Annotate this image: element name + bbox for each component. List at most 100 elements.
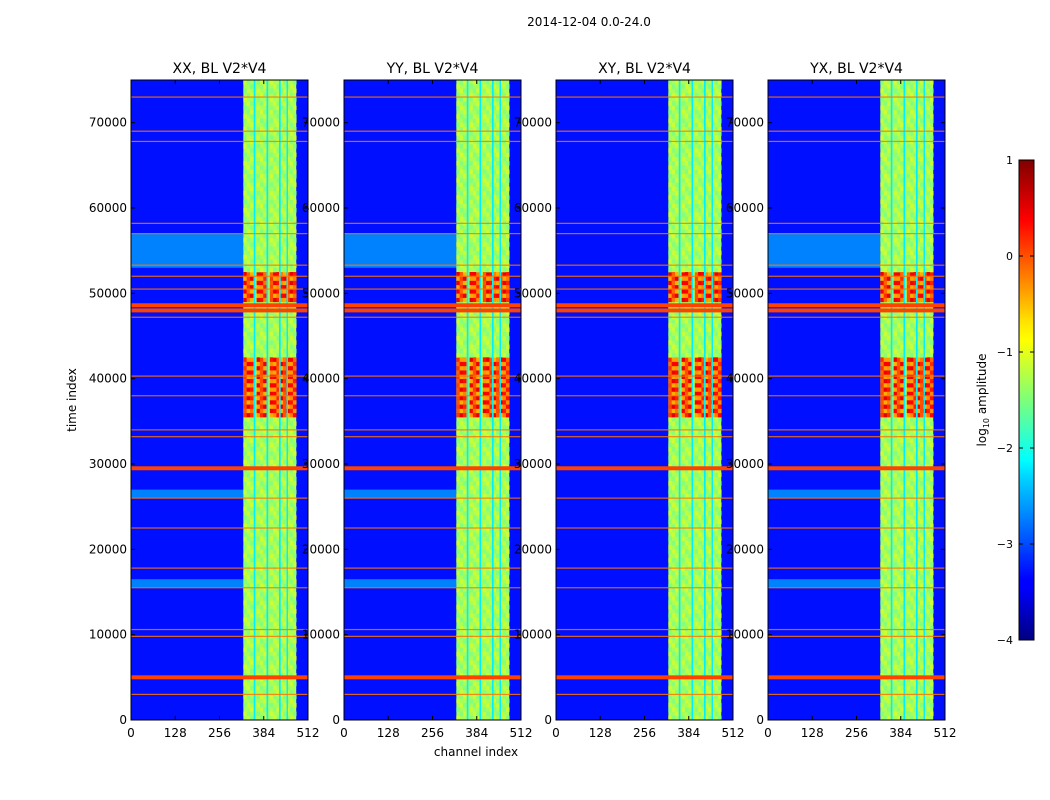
panel-title: XY, BL V2*V4 [598, 61, 691, 77]
heatmap-cell [499, 412, 503, 418]
heatmap-cell [896, 668, 901, 674]
heatmap-cell [920, 400, 924, 405]
heatmap-cell [505, 131, 510, 136]
heatmap-cell [900, 408, 904, 414]
heatmap-cell [459, 272, 464, 277]
heatmap-cell [668, 621, 672, 627]
heatmap-cell [292, 545, 297, 550]
heatmap-cell [701, 118, 706, 123]
heatmap-cell [913, 365, 918, 371]
heatmap-cell [701, 404, 706, 409]
heatmap-cell [499, 609, 503, 614]
heatmap-cell [688, 378, 692, 384]
heatmap-cell [482, 280, 487, 286]
heatmap-cell [256, 523, 261, 529]
heatmap-cell [708, 493, 712, 499]
heatmap-cell [286, 660, 290, 665]
heatmap-cell [896, 417, 901, 422]
heatmap-cell [279, 361, 284, 367]
heatmap-cell [674, 178, 679, 183]
heatmap-cell [708, 242, 712, 247]
heatmap-cell [880, 656, 884, 661]
rfi-line [556, 693, 733, 695]
heatmap-cell [502, 707, 507, 712]
heatmap-cell [462, 600, 467, 606]
heatmap-cell [279, 617, 284, 623]
heatmap-cell [456, 161, 460, 166]
heatmap-cell [259, 182, 264, 187]
heatmap-cell [910, 604, 914, 610]
heatmap-cell [286, 84, 290, 89]
heatmap-cell [920, 638, 924, 644]
heatmap-cell [476, 592, 480, 597]
heatmap-cell [698, 664, 702, 670]
heatmap-cell [476, 630, 480, 635]
heatmap-cell [472, 297, 477, 303]
heatmap-cell [492, 370, 497, 375]
heatmap-cell [263, 114, 267, 119]
heatmap-cell [469, 429, 474, 435]
heatmap-cell [486, 280, 490, 286]
channel-gap [678, 80, 681, 720]
heatmap-cell [681, 344, 686, 350]
heatmap-cell [900, 707, 904, 712]
heatmap-cell [269, 404, 274, 409]
heatmap-cell [674, 579, 679, 584]
heatmap-cell [259, 331, 264, 337]
heatmap-cell [717, 280, 722, 286]
heatmap-cell [462, 203, 467, 209]
heatmap-cell [462, 417, 467, 422]
heatmap-cell [269, 425, 274, 431]
heatmap-cell [276, 365, 281, 371]
heatmap-cell [880, 272, 884, 277]
heatmap-cell [289, 310, 294, 315]
heatmap-cell [482, 284, 487, 290]
heatmap-cell [916, 395, 921, 401]
heatmap-cell [668, 647, 672, 653]
heatmap-cell [717, 489, 722, 495]
heatmap-cell [459, 532, 464, 537]
heatmap-cell [256, 468, 261, 473]
heatmap-cell [472, 88, 477, 94]
heatmap-cell [263, 225, 267, 230]
heatmap-cell [893, 212, 898, 217]
heatmap-cell [698, 446, 702, 452]
heatmap-cell [259, 660, 264, 665]
heatmap-cell [694, 690, 699, 695]
heatmap-image [131, 80, 308, 720]
heatmap-cell [472, 370, 477, 375]
heatmap-cell [886, 169, 891, 175]
heatmap-cell [714, 361, 719, 367]
heatmap-cell [688, 216, 692, 222]
heatmap-cell [900, 131, 904, 136]
heatmap-cell [289, 446, 294, 452]
heatmap-cell [456, 387, 460, 392]
heatmap-cell [916, 382, 921, 388]
heatmap-cell [263, 660, 267, 665]
heatmap-cell [243, 587, 247, 593]
heatmap-cell [289, 357, 294, 362]
heatmap-cell [269, 246, 274, 251]
heatmap-cell [259, 242, 264, 247]
heatmap-cell [711, 186, 715, 192]
heatmap-cell [256, 459, 261, 465]
heatmap-cell [681, 173, 686, 179]
heatmap-cell [896, 574, 901, 580]
heatmap-cell [896, 446, 901, 452]
heatmap-cell [456, 715, 460, 720]
heatmap-cell [900, 468, 904, 473]
heatmap-cell [913, 408, 918, 414]
heatmap-cell [489, 126, 494, 132]
heatmap-cell [289, 579, 294, 584]
heatmap-cell [283, 284, 287, 290]
heatmap-cell [482, 186, 487, 192]
heatmap-cell [684, 459, 689, 465]
heatmap-cell [883, 353, 888, 358]
heatmap-cell [886, 707, 891, 712]
heatmap-cell [671, 216, 676, 222]
heatmap-cell [472, 711, 477, 717]
heatmap-cell [684, 643, 689, 648]
heatmap-cell [283, 272, 287, 277]
heatmap-cell [505, 468, 510, 473]
heatmap-cell [462, 109, 467, 115]
